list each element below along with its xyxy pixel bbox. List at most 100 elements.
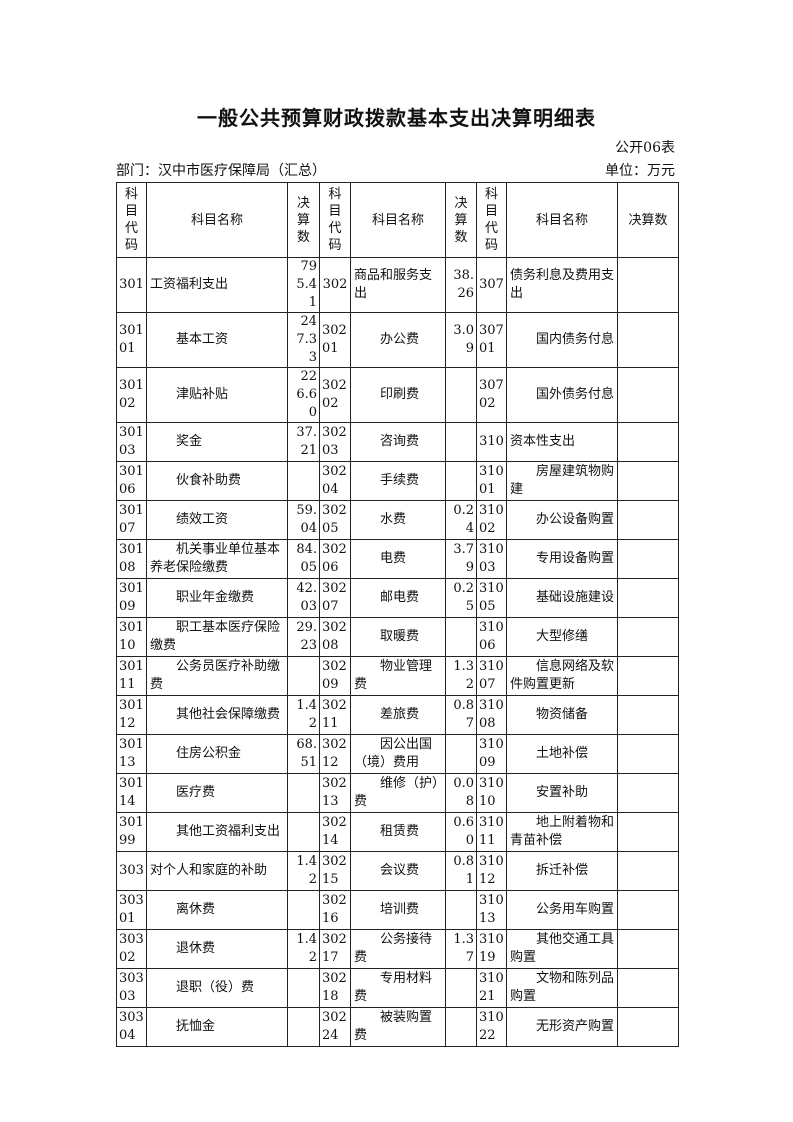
amount	[617, 851, 679, 891]
amount: 0.25	[445, 578, 477, 618]
page-title: 一般公共预算财政拨款基本支出决算明细表	[197, 106, 596, 130]
subject-code: 303	[116, 851, 147, 891]
subject-code: 30206	[319, 539, 351, 579]
amount	[445, 1007, 477, 1047]
subject-code: 30102	[116, 367, 147, 423]
table-row: 30112 其他社会保障缴费 1.42 30211 差旅费 0.87 31008 物资储备	[116, 695, 679, 735]
amount: 0.81	[445, 851, 477, 891]
amount	[617, 773, 679, 813]
amount: 795.41	[287, 257, 320, 313]
subject-code: 31022	[476, 1007, 507, 1047]
amount: 1.32	[445, 656, 477, 696]
department-label: 部门：汉中市医疗保障局（汇总）	[116, 163, 326, 179]
header-subject-code: 科目代码	[476, 182, 507, 258]
header-subject-code: 科目代码	[116, 182, 147, 258]
subject-code: 30103	[116, 422, 147, 462]
amount: 3.09	[445, 312, 477, 368]
table-row: 30301 离休费 30216 培训费 31013 公务用车购置	[116, 890, 679, 930]
subject-name: 无形资产购置	[506, 1007, 618, 1047]
table-row: 30108 机关事业单位基本养老保险缴费 84.05 30206 电费 3.79 31003…	[116, 539, 679, 579]
subject-code: 302	[319, 257, 351, 313]
subject-code: 30209	[319, 656, 351, 696]
amount	[617, 812, 679, 852]
subject-name: 物资储备	[506, 695, 618, 735]
subject-code: 30113	[116, 734, 147, 774]
amount: 247.33	[287, 312, 320, 368]
subject-name: 文物和陈列品购置	[506, 968, 618, 1008]
table-row: 301 工资福利支出 795.41 302 商品和服务支出 38.26 307 债务利息及费用…	[116, 257, 679, 313]
subject-name: 离休费	[146, 890, 288, 930]
subject-code: 30217	[319, 929, 351, 969]
subject-code: 30204	[319, 461, 351, 501]
header-subject-name: 科目名称	[350, 182, 446, 258]
header-subject-name: 科目名称	[506, 182, 618, 258]
amount	[445, 734, 477, 774]
header-amount: 决算数	[445, 182, 477, 258]
table-row: 30304 抚恤金 30224 被装购置费 31022 无形资产购置	[116, 1007, 679, 1047]
subject-name: 国内债务付息	[506, 312, 618, 368]
table-row: 30103 奖金 37.21 30203 咨询费 310 资本性支出	[116, 422, 679, 462]
header-subject-name: 科目名称	[146, 182, 288, 258]
subject-name: 维修（护）费	[350, 773, 446, 813]
subject-code: 30301	[116, 890, 147, 930]
amount	[617, 257, 679, 313]
subject-name: 退休费	[146, 929, 288, 969]
table-row: 30110 职工基本医疗保险缴费 29.23 30208 取暖费 31006 大型修缮	[116, 617, 679, 657]
subject-name: 职业年金缴费	[146, 578, 288, 618]
amount: 84.05	[287, 539, 320, 579]
amount: 1.37	[445, 929, 477, 969]
subject-code: 30203	[319, 422, 351, 462]
subject-code: 31005	[476, 578, 507, 618]
subject-code: 30114	[116, 773, 147, 813]
amount	[287, 968, 320, 1008]
amount: 29.23	[287, 617, 320, 657]
subject-name: 债务利息及费用支出	[506, 257, 618, 313]
subject-name: 住房公积金	[146, 734, 288, 774]
table-row: 30199 其他工资福利支出 30214 租赁费 0.60 31011 地上附着物和青苗补偿	[116, 812, 679, 852]
amount	[617, 539, 679, 579]
subject-name: 会议费	[350, 851, 446, 891]
subject-name: 机关事业单位基本养老保险缴费	[146, 539, 288, 579]
subject-name: 绩效工资	[146, 500, 288, 540]
subject-code: 30202	[319, 367, 351, 423]
subject-name: 咨询费	[350, 422, 446, 462]
subject-code: 30199	[116, 812, 147, 852]
subject-code: 31011	[476, 812, 507, 852]
subject-code: 30205	[319, 500, 351, 540]
subject-name: 大型修缮	[506, 617, 618, 657]
subject-name: 抚恤金	[146, 1007, 288, 1047]
amount: 0.24	[445, 500, 477, 540]
subject-name: 其他工资福利支出	[146, 812, 288, 852]
subject-name: 电费	[350, 539, 446, 579]
subject-name: 办公设备购置	[506, 500, 618, 540]
amount	[445, 890, 477, 930]
amount: 1.42	[287, 851, 320, 891]
subject-code: 30207	[319, 578, 351, 618]
subject-code: 30110	[116, 617, 147, 657]
subject-code: 30111	[116, 656, 147, 696]
subject-code: 31012	[476, 851, 507, 891]
subject-code: 30106	[116, 461, 147, 501]
amount: 38.26	[445, 257, 477, 313]
subject-name: 资本性支出	[506, 422, 618, 462]
subject-name: 职工基本医疗保险缴费	[146, 617, 288, 657]
amount	[287, 890, 320, 930]
amount	[617, 422, 679, 462]
subject-code: 31001	[476, 461, 507, 501]
subject-code: 307	[476, 257, 507, 313]
subject-name: 公务接待费	[350, 929, 446, 969]
subject-name: 基础设施建设	[506, 578, 618, 618]
amount	[287, 461, 320, 501]
subject-name: 房屋建筑物购建	[506, 461, 618, 501]
subject-code: 31003	[476, 539, 507, 579]
subject-code: 31019	[476, 929, 507, 969]
amount: 226.60	[287, 367, 320, 423]
subject-code: 30218	[319, 968, 351, 1008]
subject-code: 31013	[476, 890, 507, 930]
amount	[617, 312, 679, 368]
subject-code: 30208	[319, 617, 351, 657]
amount	[287, 812, 320, 852]
amount	[617, 578, 679, 618]
subject-name: 因公出国（境）费用	[350, 734, 446, 774]
subject-code: 31006	[476, 617, 507, 657]
